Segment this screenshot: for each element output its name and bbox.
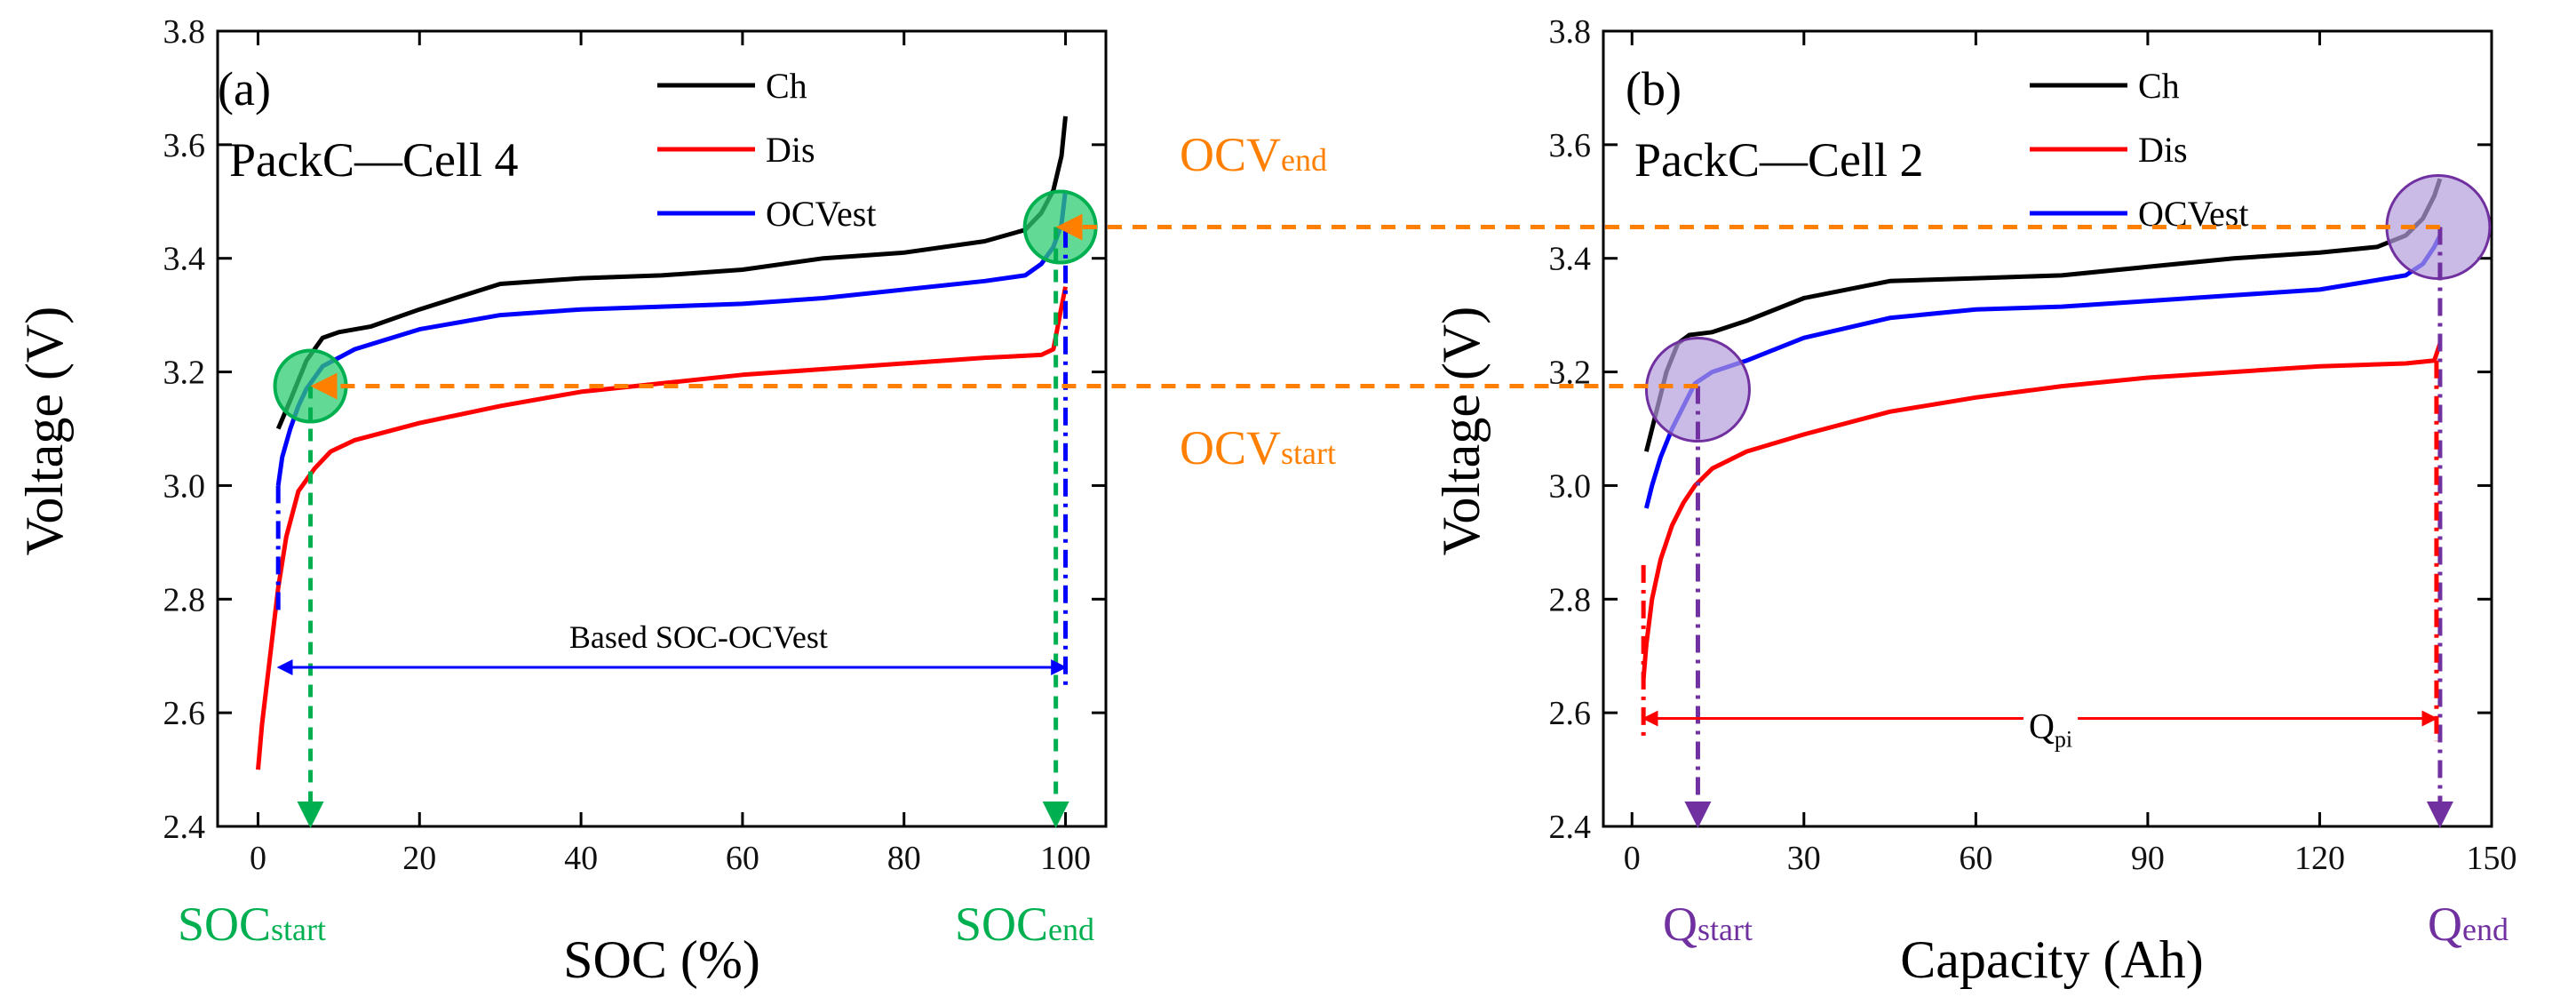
y-axis-label-a: Voltage (V): [15, 307, 74, 556]
ocv-start-label: OCVstart: [1180, 421, 1336, 475]
legend-label-dis-b: Dis: [2138, 130, 2188, 170]
q-end-label: Qend: [2428, 897, 2508, 951]
ocv-end-label: OCVend: [1180, 128, 1327, 181]
y-tick-label: 2.4: [163, 809, 206, 846]
subtitle-a: PackC—Cell 4: [229, 133, 518, 187]
x-axis-label-a: SOC (%): [563, 930, 760, 989]
y-tick-label: 2.6: [163, 695, 206, 732]
legend-label-ch-b: Ch: [2138, 66, 2180, 106]
q-range-label-sub: pi: [2055, 727, 2072, 753]
x-tick-label: 100: [1040, 840, 1091, 877]
subtitle-b: PackC—Cell 2: [1634, 133, 1923, 187]
y-ticks-b: 2.42.62.83.03.23.43.63.8: [1549, 13, 2492, 846]
series-line-ocvest: [275, 189, 1068, 486]
y-tick-label: 3.6: [163, 127, 206, 164]
legend-b: Ch Dis OCVest: [2030, 66, 2248, 234]
y-tick-label: 3.0: [163, 467, 206, 505]
series-line-dis: [1641, 342, 2443, 680]
y-tick-label: 3.6: [1549, 127, 1592, 164]
x-ticks-b: 0 30 60 90 120 150: [1624, 31, 2517, 877]
legend-a: Ch Dis OCVest: [657, 66, 876, 234]
x-tick-label: 0: [250, 840, 266, 877]
panel-b: 2.42.62.83.03.23.43.63.8 0 30 60 90 120 150 V…: [1432, 13, 2517, 989]
y-tick-label: 2.6: [1549, 695, 1592, 732]
panel-label-b: (b): [1626, 62, 1682, 116]
cross-panel-annotations: [310, 213, 2440, 400]
annotations-a: Based SOC-OCVest: [273, 189, 1098, 828]
x-axis-label-b: Capacity (Ah): [1900, 930, 2204, 989]
series-line-dis: [256, 286, 1068, 770]
legend-label-dis-a: Dis: [766, 130, 815, 170]
plot-frame-a: [216, 29, 1108, 828]
y-tick-label: 3.2: [163, 355, 206, 392]
annotations-b: Qpi: [1641, 174, 2492, 828]
y-tick-label: 3.8: [1549, 13, 1592, 51]
y-tick-label: 3.4: [163, 241, 206, 278]
q-range-label-main: Q: [2029, 706, 2055, 746]
series-line-ch: [1643, 178, 2443, 452]
y-tick-label: 3.4: [1549, 241, 1592, 278]
y-tick-label: 2.8: [163, 581, 206, 618]
legend-label-ocvest-a: OCVest: [766, 194, 876, 234]
x-tick-label: 20: [402, 840, 436, 877]
x-tick-label: 150: [2467, 840, 2517, 877]
y-tick-label: 3.0: [1549, 467, 1592, 505]
y-tick-label: 3.8: [163, 13, 206, 51]
panel-a: 2.4 2.6 2.8 3.0 3.2 3.4 3.6 3.8 0 20 40 60 80 100 Vo…: [15, 13, 1108, 989]
y-ticks-a: 2.4 2.6 2.8 3.0 3.2 3.4 3.6 3.8: [163, 13, 1106, 846]
q-start-label: Qstart: [1663, 897, 1753, 951]
x-tick-label: 90: [2131, 840, 2165, 877]
y-axis-label-b: Voltage (V): [1432, 307, 1491, 556]
x-tick-label: 30: [1787, 840, 1821, 877]
series-b: [1641, 178, 2443, 680]
y-tick-label: 2.8: [1549, 581, 1592, 618]
legend-label-ch-a: Ch: [766, 66, 807, 106]
q-range-label: Qpi: [2029, 706, 2072, 753]
soc-range-label: Based SOC-OCVest: [569, 619, 828, 655]
x-tick-label: 0: [1624, 840, 1641, 877]
plot-frame-b: [1602, 29, 2493, 828]
x-tick-label: 60: [726, 840, 759, 877]
y-tick-label: 2.4: [1549, 809, 1592, 846]
x-tick-label: 80: [887, 840, 921, 877]
x-tick-label: 60: [1959, 840, 1992, 877]
panel-label-a: (a): [218, 62, 271, 116]
x-tick-label: 120: [2294, 840, 2345, 877]
x-ticks-a: 0 20 40 60 80 100: [250, 31, 1091, 877]
soc-end-label: SOCend: [955, 897, 1094, 951]
q-range-label-bg: [2023, 704, 2079, 754]
soc-start-label: SOCstart: [178, 897, 326, 951]
x-tick-label: 40: [564, 840, 598, 877]
